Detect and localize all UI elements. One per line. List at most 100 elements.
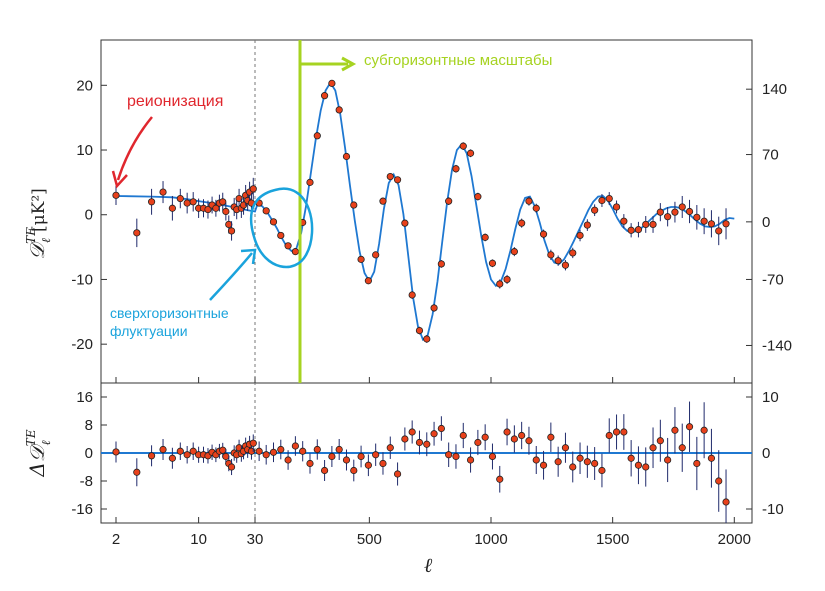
upper-ylabel-main: 𝒟 [25,240,49,260]
data-point-low-l [222,207,230,216]
superhorizon-arrowhead [240,248,257,265]
data-point-binned [525,197,533,205]
reionization-label: реионизация [127,93,223,110]
data-point-low-l [168,204,176,212]
data-point-binned [642,220,650,229]
residual-point-binned [649,444,657,452]
residual-point-low-l [168,454,176,462]
residual-point-binned [320,466,329,475]
data-point-binned [393,176,402,184]
residual-point-binned [255,447,263,455]
data-point-binned [547,251,555,259]
data-point-binned [415,326,424,335]
residual-point-binned [583,458,591,466]
data-point-low-l [147,198,156,206]
subhorizon-label: субгоризонтные масштабы [364,52,552,69]
residual-point-binned [430,430,438,438]
upper-right-tick-label: 140 [762,81,787,98]
residual-point-binned [299,447,307,455]
data-point-binned [408,291,416,299]
residual-point-binned [372,451,380,459]
data-point-binned [459,142,467,150]
lower-right-tick-label: -10 [762,501,784,518]
axis-ticks: 2 10 30 500 1000 1500 200020100-10-20140700-70… [71,77,792,548]
data-points-lower [112,401,730,523]
data-point-low-l [133,229,141,237]
residual-point-binned [269,448,278,456]
x-tick-label: 500 [357,531,382,548]
residual-point-binned [313,445,321,454]
residual-point-binned [328,452,336,461]
residual-point-binned [496,475,504,483]
residual-point-low-l [219,446,227,454]
residual-point-binned [488,452,497,461]
data-point-binned [386,172,394,181]
data-point-low-l [112,191,120,199]
data-point-binned [350,201,358,209]
data-point-binned [583,221,591,229]
data-point-binned [423,335,431,343]
residual-point-binned [291,442,299,450]
residual-point-binned [452,452,460,461]
data-point-binned [612,203,621,211]
residual-point-binned [481,433,489,441]
residual-point-binned [561,444,570,452]
svg-text:𝒟TEℓ[μK²]: 𝒟TEℓ [μK²] [24,188,53,260]
residual-point-low-l [227,463,236,471]
data-point-low-l [219,198,227,206]
residual-point-low-l [133,468,141,476]
data-point-binned [466,149,475,157]
data-point-binned [627,226,635,234]
lower-right-tick-label: 0 [762,445,770,462]
residual-point-low-l [159,445,167,454]
residual-point-low-l [183,451,191,459]
data-point-binned [532,204,540,212]
residual-point-binned [627,454,635,462]
upper-ylabel: 𝒟TEℓ [μK²] [24,188,53,260]
residual-point-binned [379,459,387,468]
residual-point-binned [693,459,701,468]
residual-point-binned [466,456,475,464]
residual-point-binned [715,477,723,485]
data-point-binned [342,152,351,161]
data-point-low-l [204,205,212,214]
data-point-binned [474,193,482,201]
data-point-low-l [189,198,197,206]
data-point-binned [634,226,643,234]
x-tick-label: 1500 [596,531,629,548]
data-point-binned [306,178,314,186]
lower-left-tick-label: 0 [85,445,93,462]
residual-point-binned [532,456,540,464]
upper-left-tick-label: 10 [76,142,93,159]
data-point-binned [605,194,613,203]
data-point-binned [715,227,723,235]
upper-left-tick-label: -20 [71,336,93,353]
upper-right-tick-label: 70 [762,147,779,164]
x-tick-label: 10 [190,531,207,548]
upper-right-tick-label: -140 [762,337,792,354]
data-point-binned [671,208,679,216]
residual-point-low-l [249,439,257,447]
data-point-binned [510,248,518,256]
lower-ylabel-main: Δ𝒟 [25,442,49,477]
residual-point-low-l [189,447,197,455]
lower-ylabel-sub: ℓ [39,440,53,445]
data-point-binned [430,304,438,312]
lower-left-tick-label: -16 [71,501,93,518]
data-point-binned [364,277,372,285]
residual-point-binned [664,456,672,464]
residual-point-binned [459,431,467,440]
residual-point-binned [678,444,686,452]
data-point-low-l [176,194,184,203]
residual-point-binned [685,423,694,431]
residual-point-binned [284,456,292,464]
residual-point-binned [620,428,628,436]
data-point-low-l [225,220,233,229]
residual-point-binned [656,437,664,445]
superhorizon-arrow [209,252,253,301]
residual-point-binned [503,428,511,436]
data-point-binned [313,132,321,140]
data-point-binned [656,208,664,216]
data-point-binned [445,197,453,205]
